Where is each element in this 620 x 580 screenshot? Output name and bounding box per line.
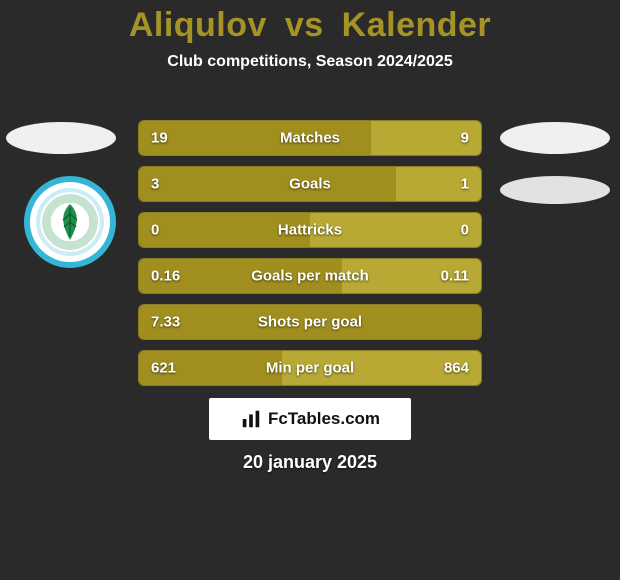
stat-row: 0.160.11Goals per match [138, 258, 482, 294]
brand-pill[interactable]: FcTables.com [209, 398, 411, 440]
subtitle: Club competitions, Season 2024/2025 [0, 53, 620, 71]
player2-club-placeholder [500, 176, 610, 204]
page-title: Aliqulov vs Kalender [0, 0, 620, 45]
player2-badge-placeholder [500, 122, 610, 154]
stat-label: Goals per match [139, 268, 481, 285]
title-player2: Kalender [342, 6, 492, 44]
stat-row: 7.33Shots per goal [138, 304, 482, 340]
tea-leaf-icon [48, 200, 92, 244]
brand-bars-icon [240, 408, 262, 430]
stat-label: Shots per goal [139, 314, 481, 331]
player1-club-logo [24, 176, 116, 268]
brand-text: FcTables.com [268, 409, 380, 429]
title-vs: vs [285, 6, 324, 44]
stat-row: 621864Min per goal [138, 350, 482, 386]
stat-row: 00Hattricks [138, 212, 482, 248]
comparison-bars: 199Matches 31Goals 00Hattricks 0.160.11Goal… [138, 120, 482, 396]
stat-label: Min per goal [139, 360, 481, 377]
stat-label: Hattricks [139, 222, 481, 239]
stat-row: 199Matches [138, 120, 482, 156]
player1-badge-placeholder [6, 122, 116, 154]
stat-row: 31Goals [138, 166, 482, 202]
footer-date: 20 january 2025 [0, 452, 620, 473]
stat-label: Goals [139, 176, 481, 193]
stat-label: Matches [139, 130, 481, 147]
title-player1: Aliqulov [129, 6, 267, 44]
